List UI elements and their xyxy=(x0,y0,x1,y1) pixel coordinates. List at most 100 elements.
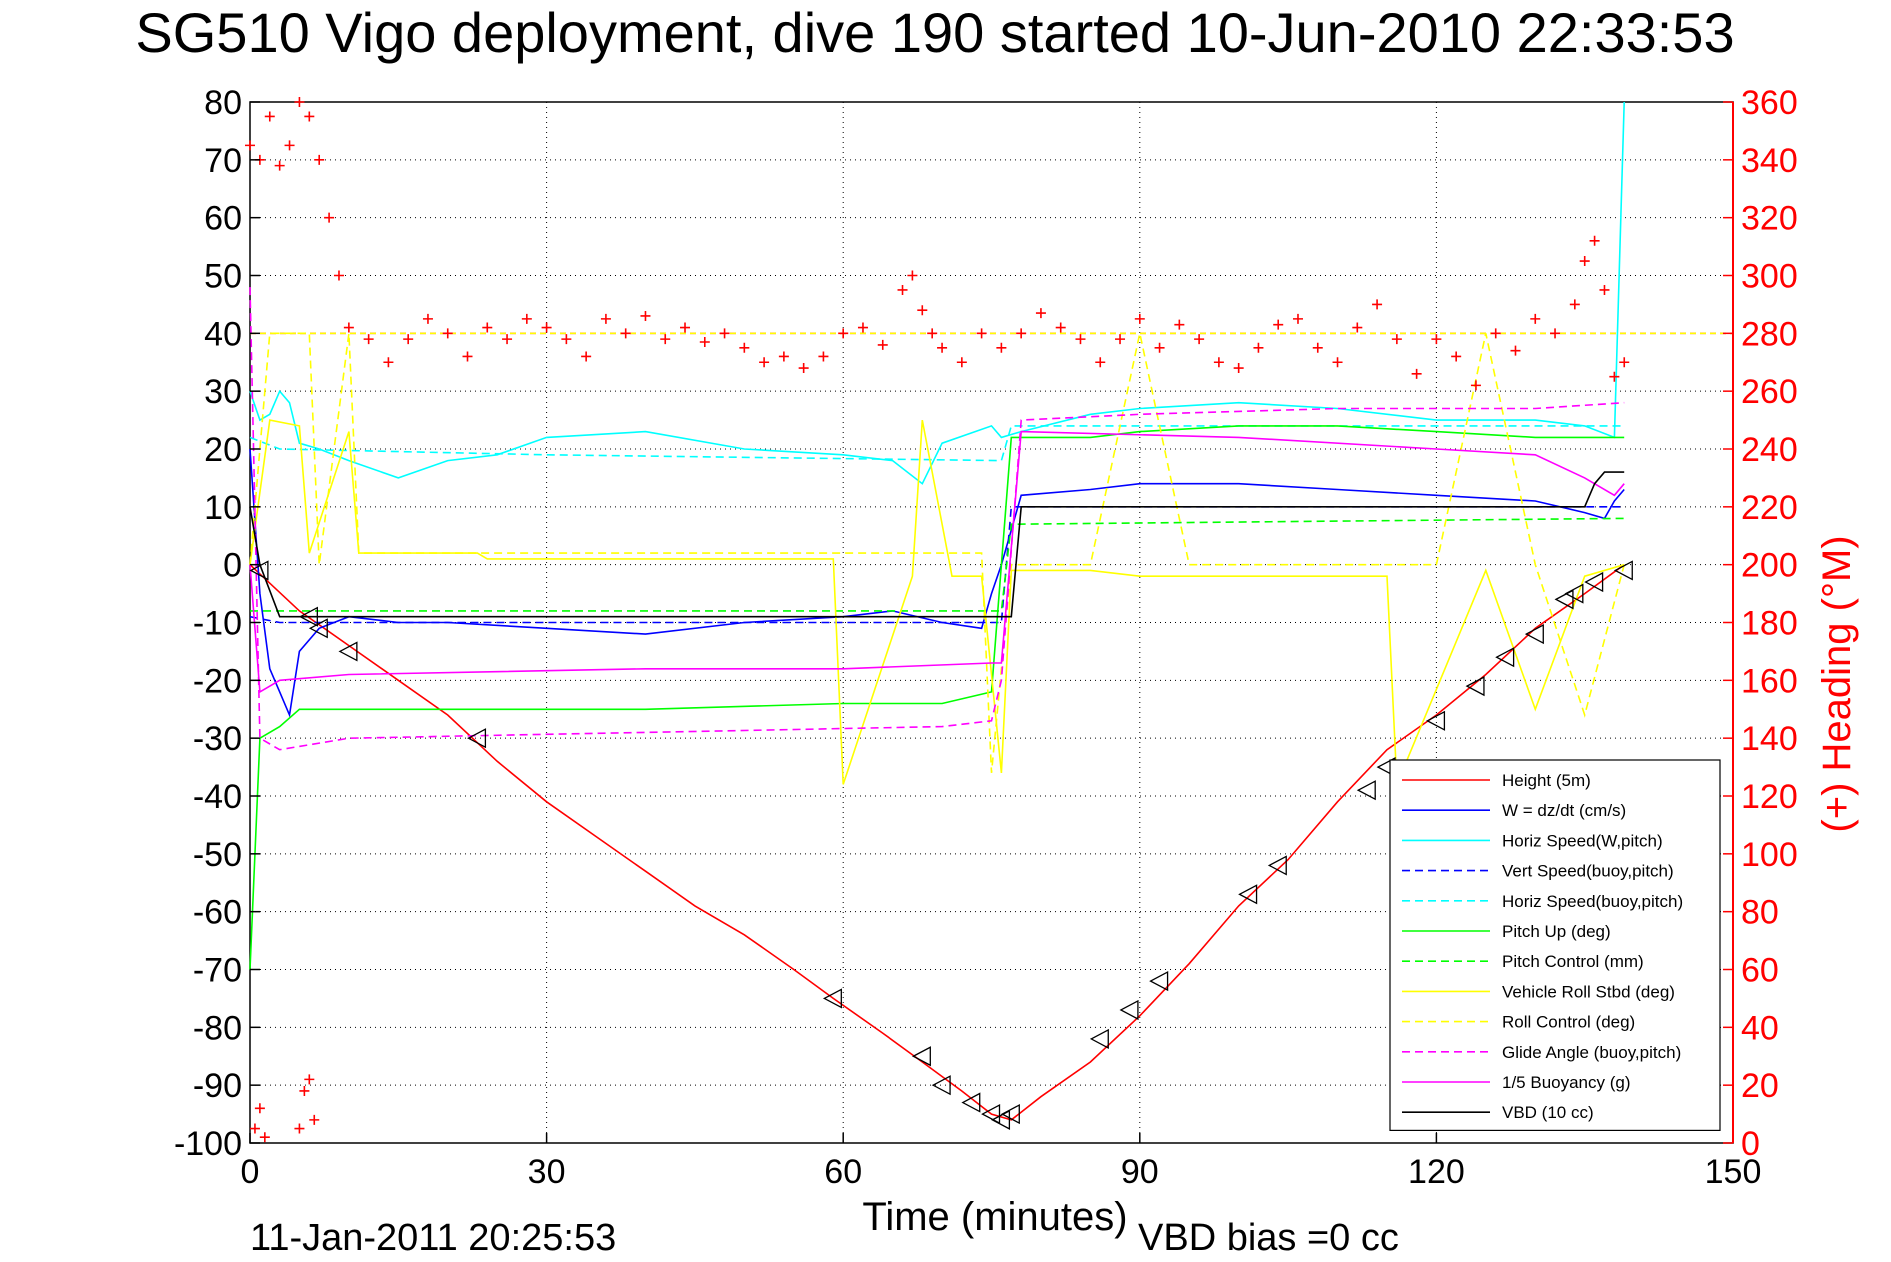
y-tick-label: 80 xyxy=(204,84,242,122)
profile-marker xyxy=(1554,589,1574,610)
heading-point xyxy=(680,322,691,333)
legend-label: Vert Speed(buoy,pitch) xyxy=(1502,862,1674,881)
x-tick-label: 120 xyxy=(1408,1153,1465,1191)
heading-point xyxy=(996,342,1007,353)
y-tick-label: 70 xyxy=(204,142,242,180)
heading-point xyxy=(1451,351,1462,362)
heading-point xyxy=(333,270,344,281)
profile-marker xyxy=(1613,560,1633,581)
heading-point xyxy=(1619,357,1630,368)
heading-point xyxy=(1253,342,1264,353)
heading-point xyxy=(897,284,908,295)
right-y-tick-label: 220 xyxy=(1741,489,1798,527)
profile-marker xyxy=(1000,1104,1020,1125)
y-tick-label: -40 xyxy=(193,778,242,816)
legend-label: Height (5m) xyxy=(1502,771,1591,790)
profile-marker xyxy=(1356,780,1376,801)
heading-point xyxy=(877,339,888,350)
vbd-bias-label: VBD bias =0 cc xyxy=(1138,1217,1399,1259)
right-y-tick-label: 260 xyxy=(1741,373,1798,411)
profile-marker xyxy=(1584,571,1604,593)
x-axis-label: Time (minutes) xyxy=(862,1195,1127,1239)
legend-label: VBD (10 cc) xyxy=(1502,1103,1594,1122)
x-tick-label: 150 xyxy=(1705,1153,1762,1191)
heading-point xyxy=(581,351,592,362)
heading-point xyxy=(1550,328,1561,339)
heading-surface-point xyxy=(254,1103,265,1114)
y-tick-label: 20 xyxy=(204,431,242,469)
heading-point xyxy=(1095,357,1106,368)
legend-label: Glide Angle (buoy,pitch) xyxy=(1502,1043,1681,1062)
legend-box xyxy=(1389,759,1721,1131)
y-tick-label: 30 xyxy=(204,373,242,411)
legend-label: Vehicle Roll Stbd (deg) xyxy=(1502,982,1675,1001)
heading-point xyxy=(502,334,513,345)
heading-point xyxy=(1055,322,1066,333)
heading-point xyxy=(422,313,433,324)
series-horiz-speed-buoy-pitch xyxy=(249,425,1625,462)
y-tick-label: 60 xyxy=(204,200,242,238)
heading-point xyxy=(1035,308,1046,319)
legend-label: Horiz Speed(buoy,pitch) xyxy=(1502,892,1683,911)
heading-point xyxy=(1609,371,1620,382)
heading-point xyxy=(937,342,948,353)
heading-surface-point xyxy=(299,1085,310,1096)
right-y-tick-label: 120 xyxy=(1741,778,1798,816)
heading-point xyxy=(1391,334,1402,345)
y-tick-label: -80 xyxy=(193,1009,242,1047)
heading-point xyxy=(1470,380,1481,391)
profile-marker xyxy=(990,1109,1011,1130)
heading-point xyxy=(1332,357,1343,368)
timestamp-label: 11-Jan-2011 20:25:53 xyxy=(250,1217,616,1259)
legend-label: 1/5 Buoyancy (g) xyxy=(1502,1073,1631,1092)
heading-point xyxy=(1312,342,1323,353)
profile-marker xyxy=(1495,647,1515,668)
right-y-tick-label: 320 xyxy=(1741,200,1798,238)
series-vbd-10-cc xyxy=(249,471,1625,618)
right-y-tick-label: 60 xyxy=(1741,952,1779,990)
heading-point xyxy=(1372,299,1383,310)
profile-marker xyxy=(1119,999,1139,1021)
right-y-tick-label: 280 xyxy=(1741,315,1798,353)
legend-label: Pitch Up (deg) xyxy=(1502,922,1611,941)
heading-point xyxy=(927,328,938,339)
heading-point xyxy=(442,328,453,339)
profile-marker xyxy=(1267,855,1287,876)
heading-point xyxy=(640,310,651,321)
series-pitch-control-mm xyxy=(250,517,1625,612)
x-axis-ticks: 0 30 60 90 120 150 xyxy=(241,1133,1762,1191)
legend-label: Roll Control (deg) xyxy=(1502,1013,1635,1032)
right-y-tick-label: 0 xyxy=(1741,1125,1760,1163)
heading-point xyxy=(1352,322,1363,333)
right-y-tick-label: 160 xyxy=(1741,662,1798,700)
heading-point xyxy=(1589,235,1600,246)
heading-point xyxy=(1431,334,1442,345)
profile-marker xyxy=(822,988,842,1009)
heading-point xyxy=(838,328,849,339)
x-tick-label: 90 xyxy=(1121,1153,1159,1191)
heading-point xyxy=(1569,299,1580,310)
right-y-tick-label: 100 xyxy=(1741,836,1798,874)
heading-point xyxy=(956,357,967,368)
heading-point xyxy=(759,357,770,368)
profile-marker xyxy=(1426,710,1446,731)
heading-point xyxy=(1134,313,1145,324)
y-tick-label: -90 xyxy=(193,1067,242,1105)
plot-area xyxy=(245,97,1734,1144)
right-y-axis-label: (+) Heading (°M) xyxy=(1815,535,1859,832)
right-y-tick-label: 140 xyxy=(1741,720,1798,758)
heading-point xyxy=(1154,342,1165,353)
heading-point xyxy=(600,313,611,324)
heading-point xyxy=(1273,319,1284,330)
series-pitch-up-deg xyxy=(249,425,1625,970)
heading-point xyxy=(976,328,987,339)
heading-point xyxy=(857,322,868,333)
legend-label: W = dz/dt (cm/s) xyxy=(1502,801,1626,820)
x-tick-label: 60 xyxy=(824,1153,862,1191)
y-tick-label: -30 xyxy=(193,720,242,758)
y-tick-label: -20 xyxy=(193,662,242,700)
right-y-tick-label: 20 xyxy=(1741,1067,1779,1105)
heading-point xyxy=(1599,284,1610,295)
heading-point xyxy=(699,337,710,348)
